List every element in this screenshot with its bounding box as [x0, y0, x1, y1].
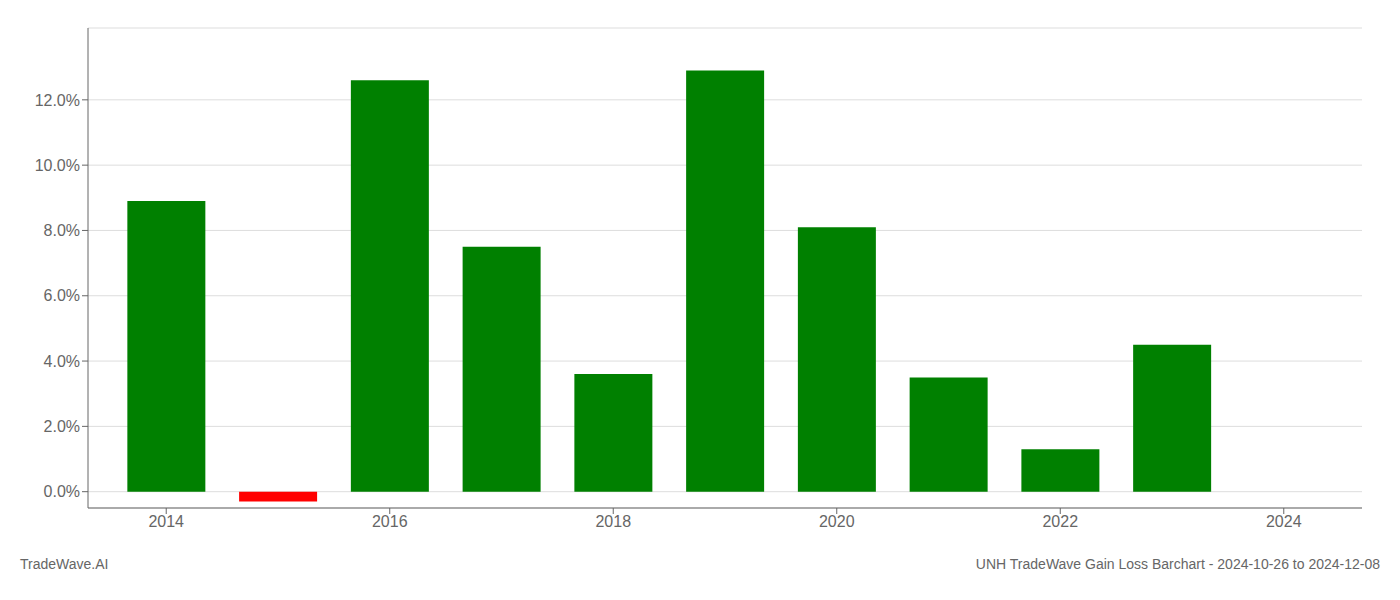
svg-text:2016: 2016	[372, 513, 408, 530]
html-text:TradeWave.AI: TradeWave.AI	[20, 556, 109, 572]
svg-text:2018: 2018	[595, 513, 631, 530]
svg-text:2014: 2014	[148, 513, 184, 530]
svg-text:0.0%: 0.0%	[44, 483, 80, 500]
svg-text:2020: 2020	[819, 513, 855, 530]
svg-text:2024: 2024	[1266, 513, 1302, 530]
svg-text:4.0%: 4.0%	[44, 353, 80, 370]
html-text:UNH TradeWave Gain Loss Barcha: UNH TradeWave Gain Loss Barchart - 2024-…	[975, 556, 1380, 572]
svg-text:12.0%: 12.0%	[35, 92, 80, 109]
svg-text:8.0%: 8.0%	[44, 222, 80, 239]
svg-text:6.0%: 6.0%	[44, 287, 80, 304]
svg-text:2.0%: 2.0%	[44, 418, 80, 435]
svg-text:2022: 2022	[1042, 513, 1078, 530]
svg-text:10.0%: 10.0%	[35, 157, 80, 174]
